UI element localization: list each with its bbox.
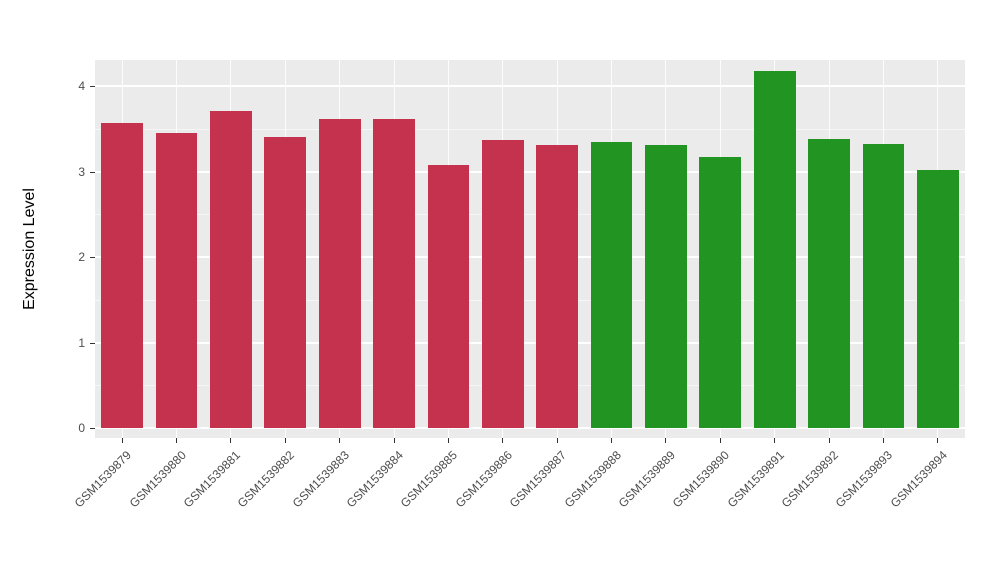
bar-GSM1539884 xyxy=(373,119,415,428)
x-tick-label-GSM1539888: GSM1539888 xyxy=(561,448,624,511)
bar-GSM1539891 xyxy=(753,71,796,428)
bar-GSM1539879 xyxy=(101,122,144,428)
x-tick-mark xyxy=(339,438,341,443)
x-tick-mark xyxy=(937,438,939,443)
x-tick-mark xyxy=(121,438,123,443)
x-tick-mark xyxy=(556,438,558,443)
x-tick-mark xyxy=(665,438,667,443)
x-tick-mark xyxy=(284,438,286,443)
y-tick-mark xyxy=(90,257,95,258)
x-tick-label-GSM1539891: GSM1539891 xyxy=(724,448,787,511)
bar-GSM1539883 xyxy=(318,119,361,428)
x-tick-label-GSM1539881: GSM1539881 xyxy=(180,448,243,511)
gridline-minor xyxy=(95,214,965,216)
y-tick-mark xyxy=(90,342,95,344)
x-tick-mark xyxy=(393,438,395,443)
y-tick-label: 3 xyxy=(78,164,85,179)
x-tick-mark xyxy=(447,438,449,443)
gridline-minor xyxy=(95,385,965,387)
gridline-minor xyxy=(95,299,965,301)
x-tick-label-GSM1539885: GSM1539885 xyxy=(398,448,461,511)
bar-GSM1539885 xyxy=(427,164,470,428)
x-tick-mark xyxy=(502,438,504,443)
y-tick-mark xyxy=(90,86,95,87)
x-tick-label-GSM1539883: GSM1539883 xyxy=(289,448,352,511)
x-tick-mark xyxy=(882,438,884,443)
bar-GSM1539886 xyxy=(481,139,524,428)
x-tick-label-GSM1539892: GSM1539892 xyxy=(778,448,841,511)
gridline-major xyxy=(95,170,965,173)
x-tick-mark xyxy=(230,438,232,443)
y-tick-mark xyxy=(90,171,95,173)
x-tick-mark xyxy=(176,438,178,443)
gridline-major xyxy=(95,256,965,258)
x-tick-label-GSM1539884: GSM1539884 xyxy=(343,448,406,511)
x-tick-label-GSM1539886: GSM1539886 xyxy=(452,448,515,511)
x-tick-label-GSM1539880: GSM1539880 xyxy=(126,448,189,511)
y-tick-label: 1 xyxy=(78,335,85,350)
y-tick-label: 0 xyxy=(78,421,85,435)
bar-GSM1539880 xyxy=(155,133,198,428)
gridline-minor xyxy=(95,128,965,130)
bar-GSM1539881 xyxy=(210,110,252,428)
x-tick-label-GSM1539890: GSM1539890 xyxy=(669,448,733,511)
bar-GSM1539889 xyxy=(645,144,687,428)
bar-GSM1539894 xyxy=(916,169,959,428)
plot-panel xyxy=(95,60,965,438)
bar-GSM1539882 xyxy=(264,137,307,428)
gridline-major xyxy=(95,341,965,344)
y-axis-title: Expression Level xyxy=(21,188,38,310)
x-tick-mark xyxy=(611,438,613,443)
x-tick-label-GSM1539882: GSM1539882 xyxy=(234,448,298,511)
x-tick-label-GSM1539894: GSM1539894 xyxy=(887,448,950,511)
bar-GSM1539892 xyxy=(808,139,850,428)
y-tick-label: 2 xyxy=(78,250,85,264)
y-tick-mark xyxy=(90,428,95,429)
x-tick-label-GSM1539879: GSM1539879 xyxy=(71,448,135,511)
y-tick-label: 4 xyxy=(78,79,85,93)
x-tick-mark xyxy=(828,438,830,443)
x-tick-label-GSM1539893: GSM1539893 xyxy=(833,448,896,511)
bar-GSM1539890 xyxy=(699,156,742,428)
bar-GSM1539888 xyxy=(590,142,633,428)
gridline-major xyxy=(95,85,965,87)
bar-GSM1539893 xyxy=(862,144,905,428)
bar-GSM1539887 xyxy=(536,144,579,428)
x-tick-label-GSM1539887: GSM1539887 xyxy=(506,448,570,511)
x-tick-label-GSM1539889: GSM1539889 xyxy=(615,448,678,511)
x-tick-mark xyxy=(719,438,721,443)
x-tick-mark xyxy=(774,438,776,443)
gridline-major xyxy=(95,427,965,429)
